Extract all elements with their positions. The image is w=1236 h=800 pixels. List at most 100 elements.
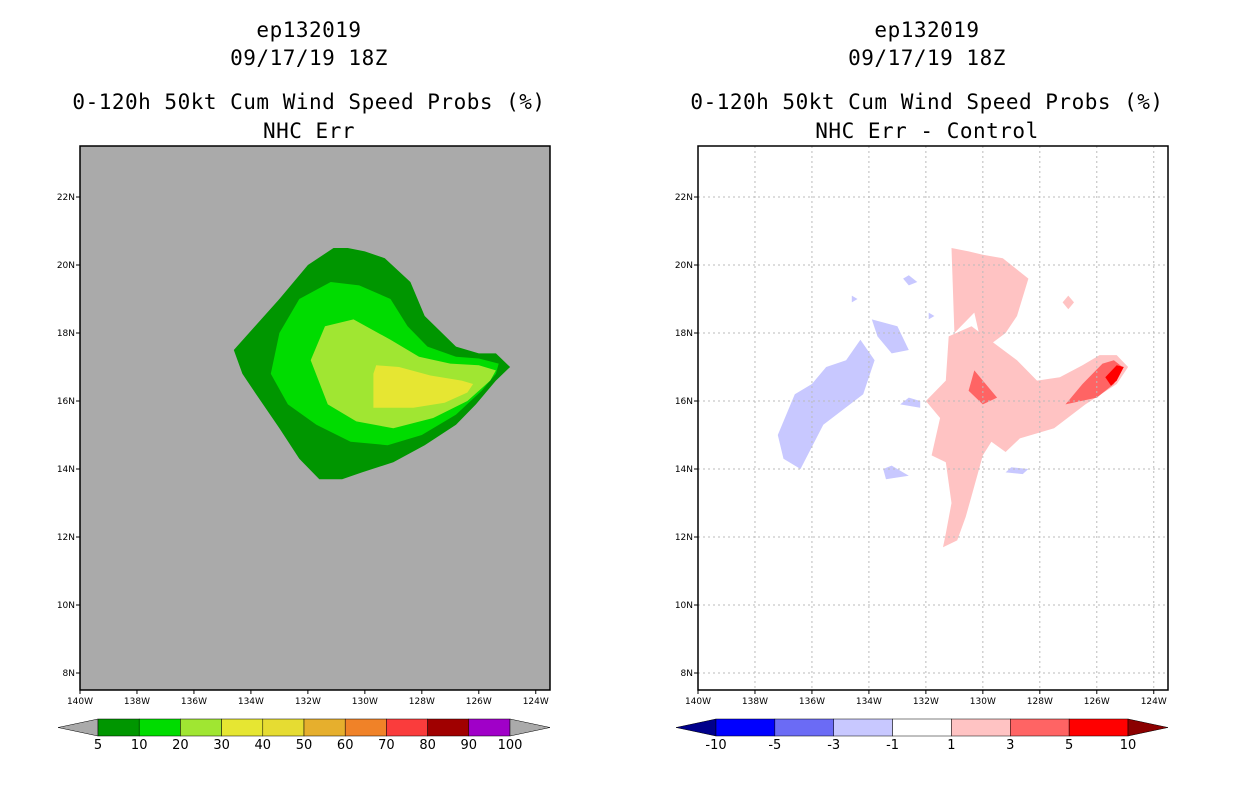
contour--3to-1-0	[777, 339, 875, 469]
colorbar-swatch	[97, 718, 140, 737]
y-tick-label: 18N	[675, 329, 693, 339]
x-tick-label: 138W	[742, 697, 768, 707]
colorbar-swatch	[427, 718, 470, 737]
colorbar-label: 100	[498, 738, 523, 753]
colorbar-label: 5	[1065, 738, 1073, 753]
colorbar-swatch	[833, 718, 893, 737]
colorbar-label: 10	[1120, 738, 1137, 753]
contour--3to-1-5	[903, 275, 918, 286]
colorbar-label: 3	[1006, 738, 1014, 753]
y-tick-label: 14N	[675, 465, 693, 475]
y-tick-label: 12N	[675, 533, 693, 543]
colorbar-label: -10	[705, 738, 726, 753]
colorbar-swatch	[138, 718, 181, 737]
x-tick-label: 134W	[238, 697, 264, 707]
colorbar-label: 10	[131, 738, 148, 753]
colorbar-label: 60	[337, 738, 354, 753]
colorbar-label: -1	[886, 738, 899, 753]
y-tick-label: 22N	[57, 193, 75, 203]
plot-frame	[79, 145, 551, 691]
contour-5to10-13	[1105, 365, 1124, 386]
colorbar-swatch	[468, 718, 511, 737]
colorbar-swatch	[892, 718, 952, 737]
colorbar-swatch	[1010, 718, 1070, 737]
y-tick-label: 22N	[675, 193, 693, 203]
probability-map: 140W 138W 136W 134W 132W 130W 128W 126W 124W 8N 10…	[57, 145, 551, 753]
colorbar-label: 50	[296, 738, 313, 753]
x-tick-label: 132W	[295, 697, 321, 707]
colorbar-swatch	[262, 718, 305, 737]
x-tick-label: 124W	[1141, 697, 1167, 707]
colorbar-under-arrow	[57, 718, 99, 737]
plot-background	[698, 146, 1168, 690]
storm-id-title: ep132019	[256, 18, 362, 42]
plot-frame	[697, 145, 1169, 691]
contour--3to-1-6	[851, 295, 858, 303]
contour-group	[233, 248, 511, 480]
x-tick-label: 126W	[466, 697, 492, 707]
x-tick-label: 134W	[856, 697, 882, 707]
colorbar-swatch	[180, 718, 222, 737]
difference-map: 140W 138W 136W 134W 132W 130W 128W 126W 124W 8N 10…	[675, 145, 1169, 753]
chart-subtitle: NHC Err - Control	[815, 119, 1039, 143]
colorbar-swatch	[1068, 718, 1129, 737]
y-tick-label: 16N	[57, 397, 75, 407]
contour--3to-1-2	[900, 397, 921, 408]
colorbar-label: 40	[255, 738, 272, 753]
colorbar-swatch	[951, 718, 1011, 737]
colorbar-label: 20	[172, 738, 189, 753]
y-tick-label: 14N	[57, 465, 75, 475]
colorbar-swatch	[344, 718, 387, 737]
y-tick-label: 8N	[681, 669, 693, 679]
colorbar-swatch	[715, 718, 776, 737]
y-tick-label: 20N	[675, 261, 693, 271]
datetime-title: 09/17/19 18Z	[230, 46, 388, 70]
colorbar-swatch	[303, 718, 346, 737]
colorbar-over-arrow	[509, 718, 551, 737]
contour--3to-1-4	[1005, 467, 1029, 475]
colorbar-label: -3	[827, 738, 840, 753]
colorbar-label: 80	[419, 738, 436, 753]
chart-title: 0-120h 50kt Cum Wind Speed Probs (%)	[690, 90, 1164, 114]
contour--3to-1-1	[871, 319, 909, 354]
x-tick-label: 132W	[913, 697, 939, 707]
x-tick-label: 128W	[1027, 697, 1053, 707]
contour-group	[777, 248, 1129, 548]
storm-id-title: ep132019	[874, 18, 980, 42]
chart-title: 0-120h 50kt Cum Wind Speed Probs (%)	[72, 90, 546, 114]
colorbar-over-arrow	[1127, 718, 1169, 737]
contour--3to-1-7	[928, 312, 935, 320]
right-panel: ep132019 09/17/19 18Z 0-120h 50kt Cum Wi…	[618, 0, 1236, 800]
left-panel: ep132019 09/17/19 18Z 0-120h 50kt Cum Wi…	[57, 18, 551, 753]
colorbar-swatch	[221, 718, 264, 737]
x-tick-label: 126W	[1084, 697, 1110, 707]
y-tick-label: 10N	[57, 601, 75, 611]
colorbar-swatch	[774, 718, 834, 737]
y-tick-label: 10N	[675, 601, 693, 611]
colorbar-swatch	[386, 718, 428, 737]
y-tick-label: 18N	[57, 329, 75, 339]
colorbar-label: 1	[947, 738, 955, 753]
x-tick-label: 128W	[409, 697, 435, 707]
x-tick-label: 136W	[799, 697, 825, 707]
y-tick-label: 12N	[57, 533, 75, 543]
colorbar-under-arrow	[675, 718, 717, 737]
x-tick-label: 140W	[685, 697, 711, 707]
datetime-title: 09/17/19 18Z	[848, 46, 1006, 70]
x-tick-label: 140W	[67, 697, 93, 707]
x-tick-label: 136W	[181, 697, 207, 707]
x-tick-label: 124W	[523, 697, 549, 707]
y-tick-label: 8N	[63, 669, 75, 679]
x-tick-label: 130W	[970, 697, 996, 707]
chart-subtitle: NHC Err	[262, 119, 355, 143]
colorbar-label: 70	[378, 738, 395, 753]
colorbar-label: -5	[768, 738, 781, 753]
colorbar-label: 90	[461, 738, 478, 753]
x-tick-label: 130W	[352, 697, 378, 707]
contour-3to5-12	[1065, 360, 1123, 405]
y-tick-label: 20N	[57, 261, 75, 271]
colorbar-label: 30	[213, 738, 230, 753]
contour-1to3-8	[951, 248, 1029, 350]
colorbar-label: 5	[94, 738, 102, 753]
x-tick-label: 138W	[124, 697, 150, 707]
